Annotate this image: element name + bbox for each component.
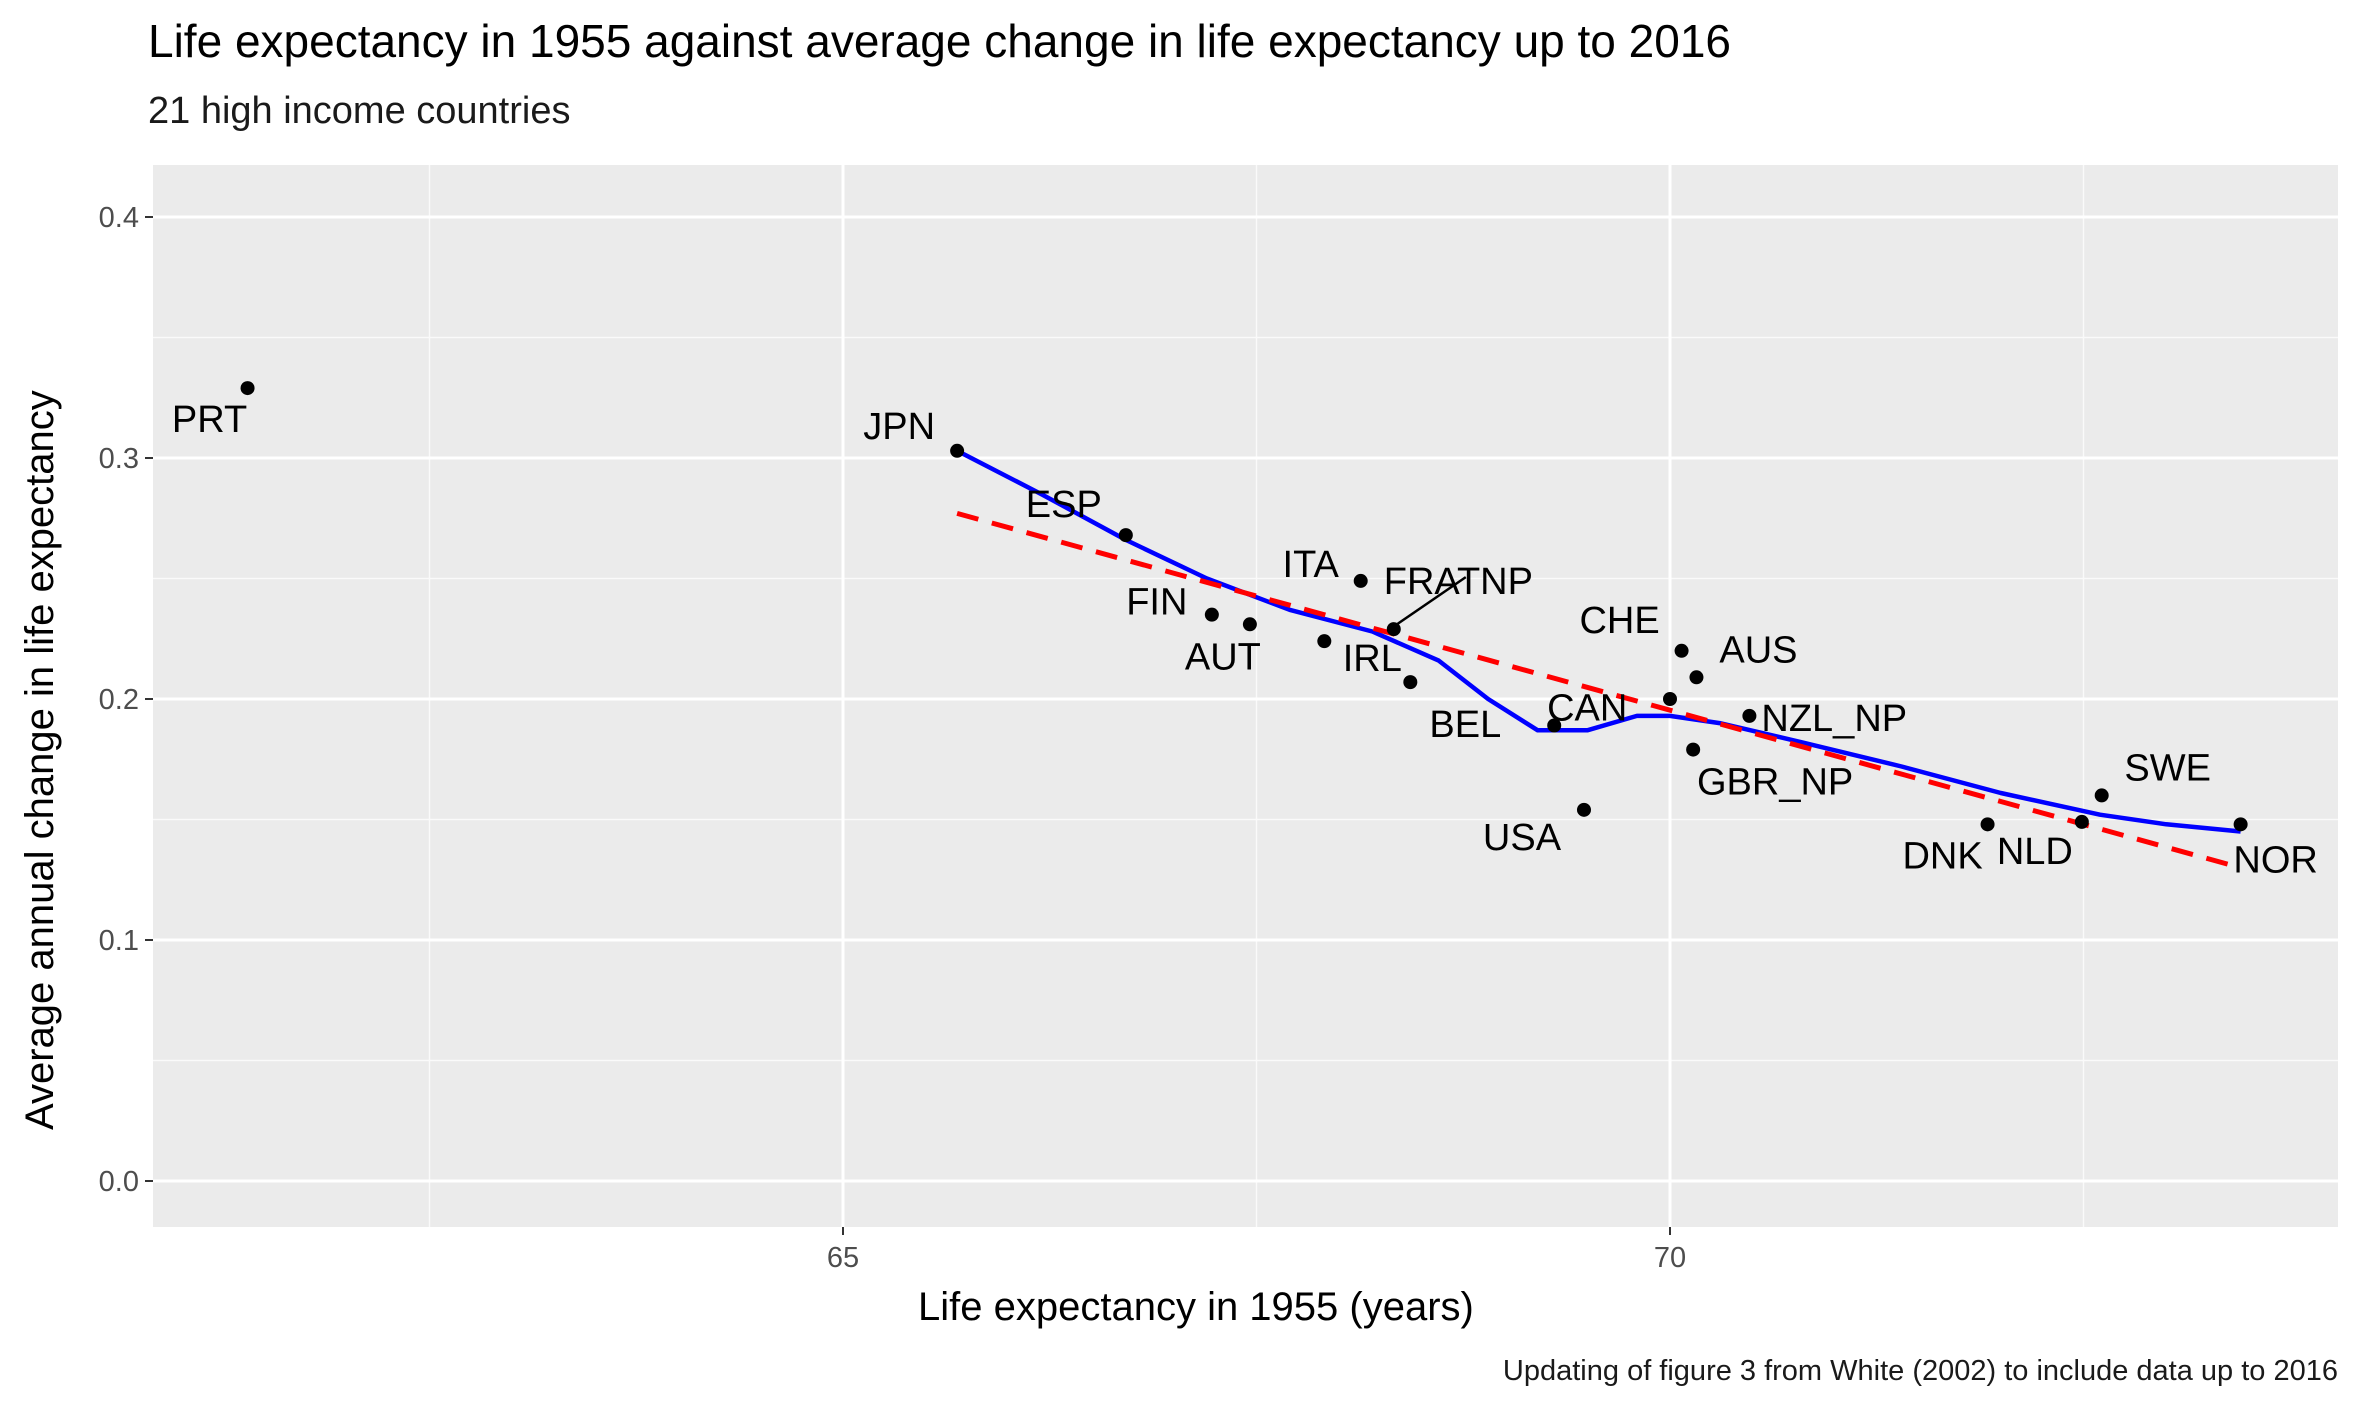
- data-point-ita: [1353, 573, 1368, 588]
- point-label-nor: NOR: [2233, 839, 2317, 881]
- x-tick-label: 70: [1654, 1242, 1686, 1274]
- data-point-jpn: [950, 443, 965, 458]
- point-label-nld: NLD: [1997, 831, 2073, 873]
- y-axis-label-wrap: Average annual change in life expectancy: [18, 0, 78, 1417]
- data-point: [1663, 692, 1677, 706]
- data-point-dnk: [1980, 817, 1995, 832]
- linear-fit-line: [956, 510, 2242, 871]
- chart-subtitle: 21 high income countries: [148, 90, 571, 132]
- data-point-usa: [1576, 802, 1591, 817]
- data-point-fin: [1204, 607, 1219, 622]
- point-label-irl: IRL: [1343, 638, 1402, 680]
- x-tick-label: 65: [827, 1242, 859, 1274]
- point-label-prt: PRT: [172, 399, 247, 441]
- point-label-fin: FIN: [1126, 582, 1187, 624]
- data-point-nld: [2074, 814, 2089, 829]
- chart-title: Life expectancy in 1955 against average …: [148, 15, 1732, 67]
- data-point-can: [1547, 718, 1562, 733]
- point-label-gbr-np: GBR_NP: [1697, 762, 1853, 804]
- y-tick-label: 0.1: [99, 925, 139, 957]
- point-label-aus: AUS: [1719, 629, 1797, 671]
- data-point-aut: [1242, 617, 1257, 632]
- point-label-che: CHE: [1579, 600, 1659, 642]
- smooth-trend-line: [956, 448, 2241, 834]
- point-label-aut: AUT: [1185, 636, 1261, 678]
- y-tick-label: 0.0: [99, 1166, 139, 1198]
- plot-panel: [153, 165, 2338, 1227]
- x-axis-label: Life expectancy in 1955 (years): [918, 1285, 1474, 1329]
- points-layer: [240, 381, 2248, 832]
- y-tick-label: 0.2: [99, 684, 139, 716]
- data-point-che: [1674, 643, 1689, 658]
- data-point-nor: [2233, 817, 2248, 832]
- point-label-bel: BEL: [1429, 704, 1501, 746]
- gridlines: [153, 165, 2338, 1227]
- data-point-irl: [1317, 634, 1332, 649]
- point-label-usa: USA: [1483, 817, 1562, 859]
- fratnp-leader-line: [1395, 576, 1467, 627]
- data-point-aus: [1689, 670, 1704, 685]
- point-label-swe: SWE: [2124, 747, 2211, 789]
- point-label-ita: ITA: [1283, 544, 1340, 586]
- data-point-nzl-np: [1742, 708, 1757, 723]
- data-point-gbr-np: [1686, 742, 1701, 757]
- y-tick-label: 0.4: [99, 202, 139, 234]
- data-point-prt: [240, 381, 255, 396]
- chart-caption: Updating of figure 3 from White (2002) t…: [1502, 1355, 2338, 1387]
- data-point-bel: [1403, 675, 1418, 690]
- point-label-nzl-np: NZL_NP: [1761, 698, 1907, 740]
- data-point-swe: [2094, 788, 2109, 803]
- data-point-fratnp: [1386, 622, 1401, 637]
- point-label-jpn: JPN: [863, 406, 935, 448]
- axes-layer: 65 70 0.0 0.1 0.2 0.3 0.4: [99, 202, 1686, 1274]
- series-layer: [956, 448, 2242, 871]
- point-label-dnk: DNK: [1902, 835, 1982, 877]
- data-point-esp: [1118, 528, 1133, 543]
- point-label-esp: ESP: [1026, 484, 1102, 526]
- y-axis-label: Average annual change in life expectancy: [18, 390, 62, 1130]
- y-tick-label: 0.3: [99, 443, 139, 475]
- point-label-can: CAN: [1547, 688, 1627, 730]
